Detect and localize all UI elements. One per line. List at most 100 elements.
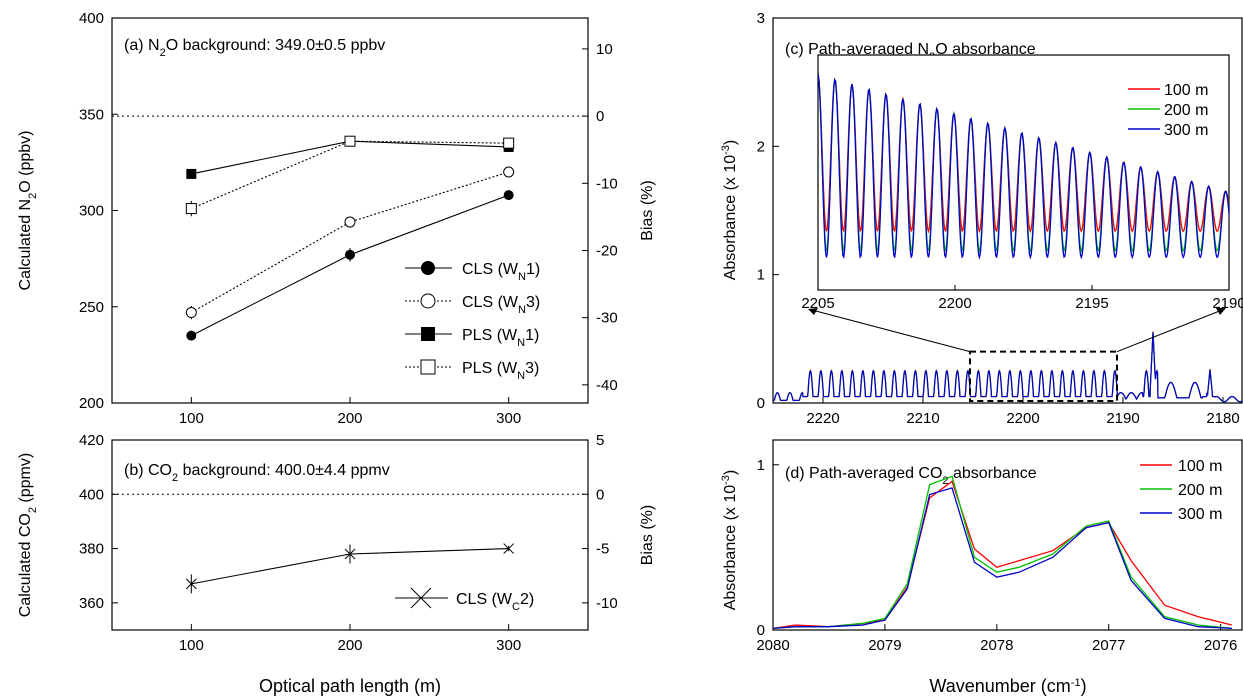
text-part: 2)	[520, 591, 534, 608]
text-part: 2	[172, 472, 178, 484]
marker-square	[421, 327, 435, 341]
y-tick-label: 420	[79, 432, 104, 449]
y-tick-label: 1	[757, 267, 765, 284]
marker-x	[503, 543, 515, 554]
inset-frame	[817, 54, 1230, 291]
y2-tick-label: -5	[596, 541, 609, 558]
legend-label: CLS (WN3)	[462, 294, 540, 316]
y2-tick-label: -10	[596, 595, 618, 612]
marker-open-circle	[344, 216, 356, 228]
legend-label: CLS (WC2)	[456, 591, 534, 613]
y2-tick-label: -20	[596, 242, 618, 259]
y-tick-label: 0	[757, 395, 765, 412]
y-tick-label: 400	[79, 486, 104, 503]
inset-series-line	[818, 73, 1229, 260]
inset-x-tick-label: 2195	[1075, 295, 1108, 312]
inset-x-tick-label: 2205	[801, 295, 834, 312]
marker-circle	[503, 190, 514, 201]
series-line	[191, 171, 509, 314]
x-tick-label: 2080	[756, 637, 789, 654]
x-tick-label: 2200	[1006, 410, 1039, 427]
legend-label: PLS (WN1)	[462, 327, 539, 349]
text-part: background: 400.0±4.4 ppmv	[178, 462, 390, 479]
legend-label: 300 m	[1164, 122, 1208, 139]
x-tick-label: 2078	[980, 637, 1013, 654]
inset-x-tick-label: 2190	[1212, 295, 1243, 312]
y-axis-label: Absorbance (x 10-3)	[720, 140, 739, 281]
marker-open-circle	[503, 166, 515, 178]
x-tick-label: 2077	[1092, 637, 1125, 654]
y-tick-label: 350	[79, 106, 104, 123]
arrow-head	[808, 308, 818, 315]
text-part: PLS (W	[462, 327, 518, 344]
marker-open-circle	[420, 293, 436, 309]
y2-tick-label: 0	[596, 108, 604, 125]
y-axis-label: Calculated N2O (ppbv)	[17, 131, 39, 291]
x-tick-label: 200	[337, 410, 362, 427]
series-line	[772, 487, 1232, 629]
text-part: O absorbance	[935, 41, 1036, 58]
x-tick-label: 2079	[868, 637, 901, 654]
text-part: (ppmv)	[17, 453, 34, 507]
panel-d: 2080 2079 2078 2077 2076 0 1 (d) Path-averaged …	[720, 439, 1243, 696]
y-tick-label: 400	[79, 10, 104, 27]
text-part: (d) Path-averaged CO	[785, 465, 942, 482]
text-part: -3	[720, 475, 732, 485]
y-tick-label: 3	[757, 10, 765, 27]
text-part: -1	[1071, 677, 1081, 689]
legend-label: 300 m	[1178, 506, 1222, 523]
marker-square	[186, 168, 197, 179]
x-tick-label: 100	[179, 637, 204, 654]
x-tick-label: 2076	[1204, 637, 1237, 654]
marker-x	[410, 587, 432, 609]
y-tick-label: 200	[79, 395, 104, 412]
legend-label: 200 m	[1164, 102, 1208, 119]
x-tick-label: 100	[179, 410, 204, 427]
y-tick-label: 1	[757, 457, 765, 474]
y-tick-label: 300	[79, 203, 104, 220]
text-part: Calculated CO	[17, 513, 34, 617]
y-tick-label: 250	[79, 299, 104, 316]
text-part: C	[512, 601, 520, 613]
text-part: absorbance	[949, 465, 1037, 482]
y-tick-label: 0	[757, 622, 765, 639]
marker-open-circle	[185, 307, 197, 319]
panel-c-frame	[772, 17, 1243, 404]
inset-x-tick-label: 2200	[938, 295, 971, 312]
x-tick-label: 200	[337, 637, 362, 654]
text-part: CLS (W	[462, 294, 519, 311]
x-tick-label: 2180	[1206, 410, 1239, 427]
text-part: 1)	[526, 261, 540, 278]
series-line	[772, 480, 1232, 629]
panel-a-title: (a) N2O background: 349.0±0.5 ppbv	[124, 37, 385, 59]
series-line	[772, 475, 1232, 629]
text-part: N	[518, 271, 526, 283]
y2-tick-label: 0	[596, 486, 604, 503]
y2-tick-label: 10	[596, 41, 613, 58]
x-tick-label: 2210	[906, 410, 939, 427]
zoom-arrow-right	[1116, 309, 1223, 353]
legend-label: PLS (WN3)	[462, 360, 539, 382]
panel-c-title: (c) Path-averaged N2O absorbance	[785, 41, 1036, 63]
y2-tick-label: -30	[596, 310, 618, 327]
zoom-box	[969, 350, 1118, 402]
x-tick-label: 2220	[806, 410, 839, 427]
marker-circle	[186, 330, 197, 341]
text-part: (a) N	[124, 37, 160, 54]
panel-c: 2220 2210 2200 2190 2180 0 1 2 3 (c) Path-average…	[720, 10, 1243, 427]
y2-axis-label: Bias (%)	[639, 180, 656, 240]
text-part: Wavenumber (cm	[929, 676, 1070, 696]
legend-label: 200 m	[1178, 482, 1222, 499]
text-part: N	[517, 370, 525, 382]
text-part: 2	[27, 507, 39, 513]
y2-tick-label: -10	[596, 175, 618, 192]
panel-d-title: (d) Path-averaged CO2 absorbance	[785, 465, 1037, 487]
marker-circle	[421, 261, 435, 275]
y-axis-label: Calculated CO2 (ppmv)	[17, 453, 39, 617]
y2-axis-label: Bias (%)	[639, 505, 656, 565]
legend-label: CLS (WN1)	[462, 261, 540, 283]
panel-b-title: (b) CO2 background: 400.0±4.4 ppmv	[124, 462, 390, 484]
x-tick-label: 2190	[1106, 410, 1139, 427]
